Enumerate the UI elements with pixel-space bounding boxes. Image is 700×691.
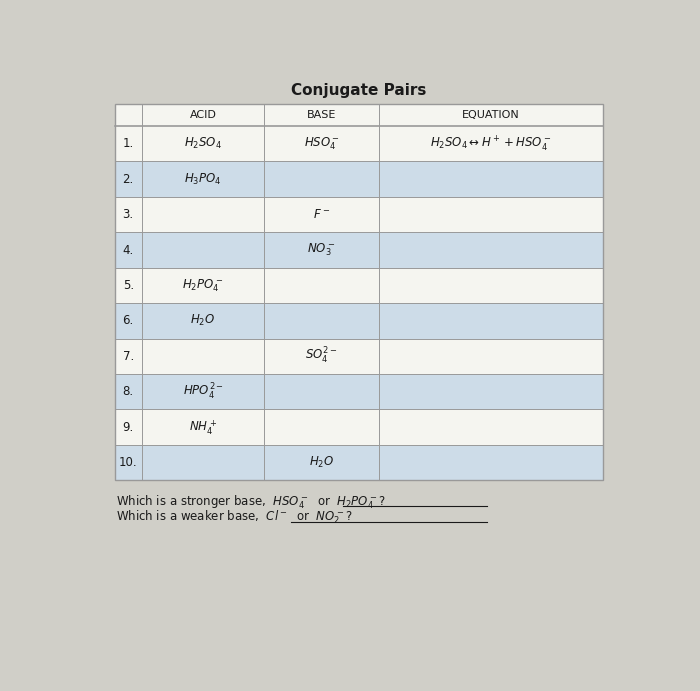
- Bar: [115, 162, 603, 197]
- Bar: [115, 339, 603, 374]
- Text: $NO_3^-$: $NO_3^-$: [307, 242, 336, 258]
- Text: 9.: 9.: [122, 421, 134, 434]
- Bar: [115, 374, 603, 409]
- Text: 1.: 1.: [122, 138, 134, 150]
- Text: $H_2O$: $H_2O$: [309, 455, 334, 470]
- Text: 7.: 7.: [122, 350, 134, 363]
- Text: $H_2PO_4^-$: $H_2PO_4^-$: [182, 277, 223, 294]
- Text: 5.: 5.: [122, 279, 134, 292]
- Text: $H_3PO_4$: $H_3PO_4$: [184, 171, 222, 187]
- Text: $H_2SO_4$: $H_2SO_4$: [184, 136, 222, 151]
- Bar: [115, 126, 603, 162]
- Text: EQUATION: EQUATION: [462, 111, 520, 120]
- Text: $SO_4^{2-}$: $SO_4^{2-}$: [305, 346, 338, 366]
- Bar: [115, 197, 603, 232]
- Text: Conjugate Pairs: Conjugate Pairs: [291, 84, 426, 98]
- Bar: [115, 445, 603, 480]
- Text: Which is a weaker base,  $Cl^-$  or  $NO_2^-$?: Which is a weaker base, $Cl^-$ or $NO_2^…: [116, 509, 353, 526]
- Text: $NH_4^+$: $NH_4^+$: [189, 418, 217, 437]
- Text: 4.: 4.: [122, 243, 134, 256]
- Bar: [115, 104, 603, 126]
- Bar: [115, 104, 603, 480]
- Text: $H_2O$: $H_2O$: [190, 313, 216, 328]
- Text: $F^-$: $F^-$: [313, 208, 330, 221]
- Text: 3.: 3.: [122, 208, 134, 221]
- Bar: [115, 267, 603, 303]
- Bar: [115, 303, 603, 339]
- Text: 6.: 6.: [122, 314, 134, 328]
- Text: 10.: 10.: [119, 456, 137, 469]
- Bar: [115, 232, 603, 267]
- Text: 8.: 8.: [122, 385, 134, 398]
- Bar: [115, 409, 603, 445]
- Text: 2.: 2.: [122, 173, 134, 186]
- Text: Which is a stronger base,  $HSO_4^-$  or  $H_2PO_4^-$?: Which is a stronger base, $HSO_4^-$ or $…: [116, 493, 386, 511]
- Text: $HSO_4^-$: $HSO_4^-$: [304, 135, 340, 152]
- Text: $H_2SO_4 \leftrightarrow H^+ + HSO_4^-$: $H_2SO_4 \leftrightarrow H^+ + HSO_4^-$: [430, 134, 552, 153]
- Text: ACID: ACID: [190, 111, 216, 120]
- Text: BASE: BASE: [307, 111, 336, 120]
- Text: $HPO_4^{2-}$: $HPO_4^{2-}$: [183, 381, 223, 401]
